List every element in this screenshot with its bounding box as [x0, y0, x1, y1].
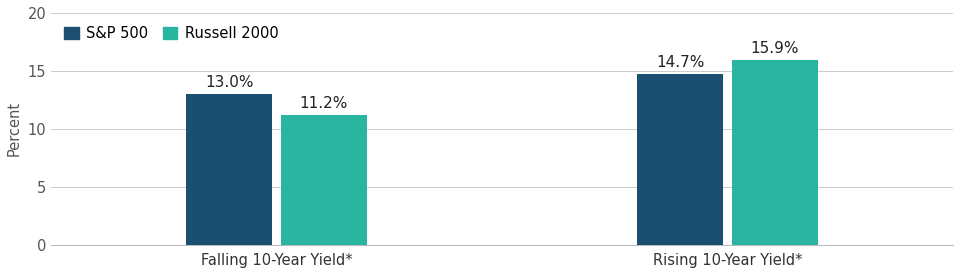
Bar: [637, 74, 723, 245]
Bar: [732, 60, 818, 245]
Y-axis label: Percent: Percent: [7, 101, 22, 156]
Bar: [281, 115, 367, 245]
Text: 11.2%: 11.2%: [300, 96, 348, 111]
Text: 15.9%: 15.9%: [751, 42, 799, 56]
Text: 13.0%: 13.0%: [205, 75, 253, 90]
Text: 14.7%: 14.7%: [656, 55, 705, 70]
Legend: S&P 500, Russell 2000: S&P 500, Russell 2000: [59, 20, 284, 47]
Bar: [186, 94, 272, 245]
